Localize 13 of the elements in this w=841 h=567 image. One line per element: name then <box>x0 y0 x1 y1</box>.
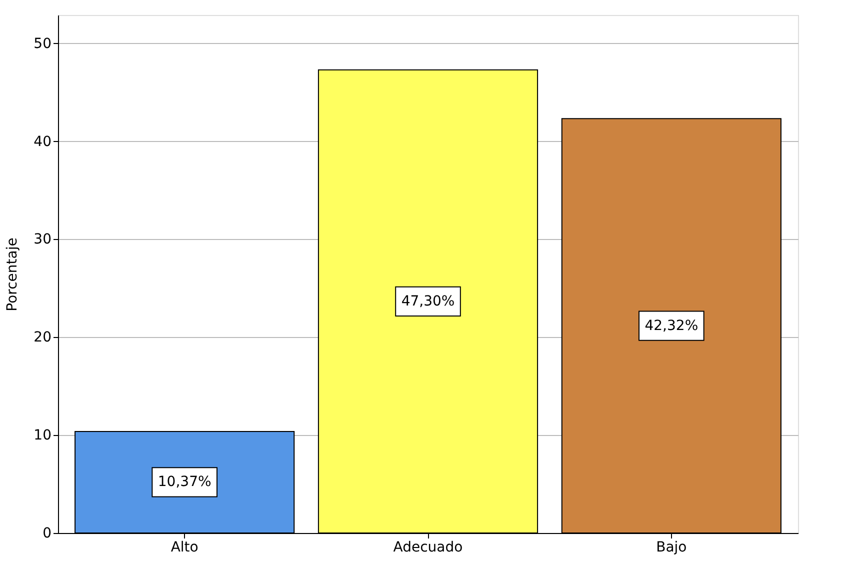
y-axis-title: Porcentaje <box>4 238 21 312</box>
x-tick-label: Bajo <box>656 540 687 556</box>
y-tick-label: 30 <box>34 232 52 248</box>
x-tick-label: Alto <box>170 540 198 556</box>
y-tick-label: 50 <box>34 36 52 52</box>
y-tick-label: 10 <box>34 428 52 444</box>
y-tick-label: 20 <box>34 330 52 346</box>
y-tick-label: 40 <box>34 134 52 150</box>
data-label: 47,30% <box>401 293 455 310</box>
x-tick-label: Adecuado <box>393 540 463 556</box>
data-label: 10,37% <box>158 474 212 490</box>
data-label: 42,32% <box>644 318 698 334</box>
y-tick-label: 0 <box>42 526 52 542</box>
